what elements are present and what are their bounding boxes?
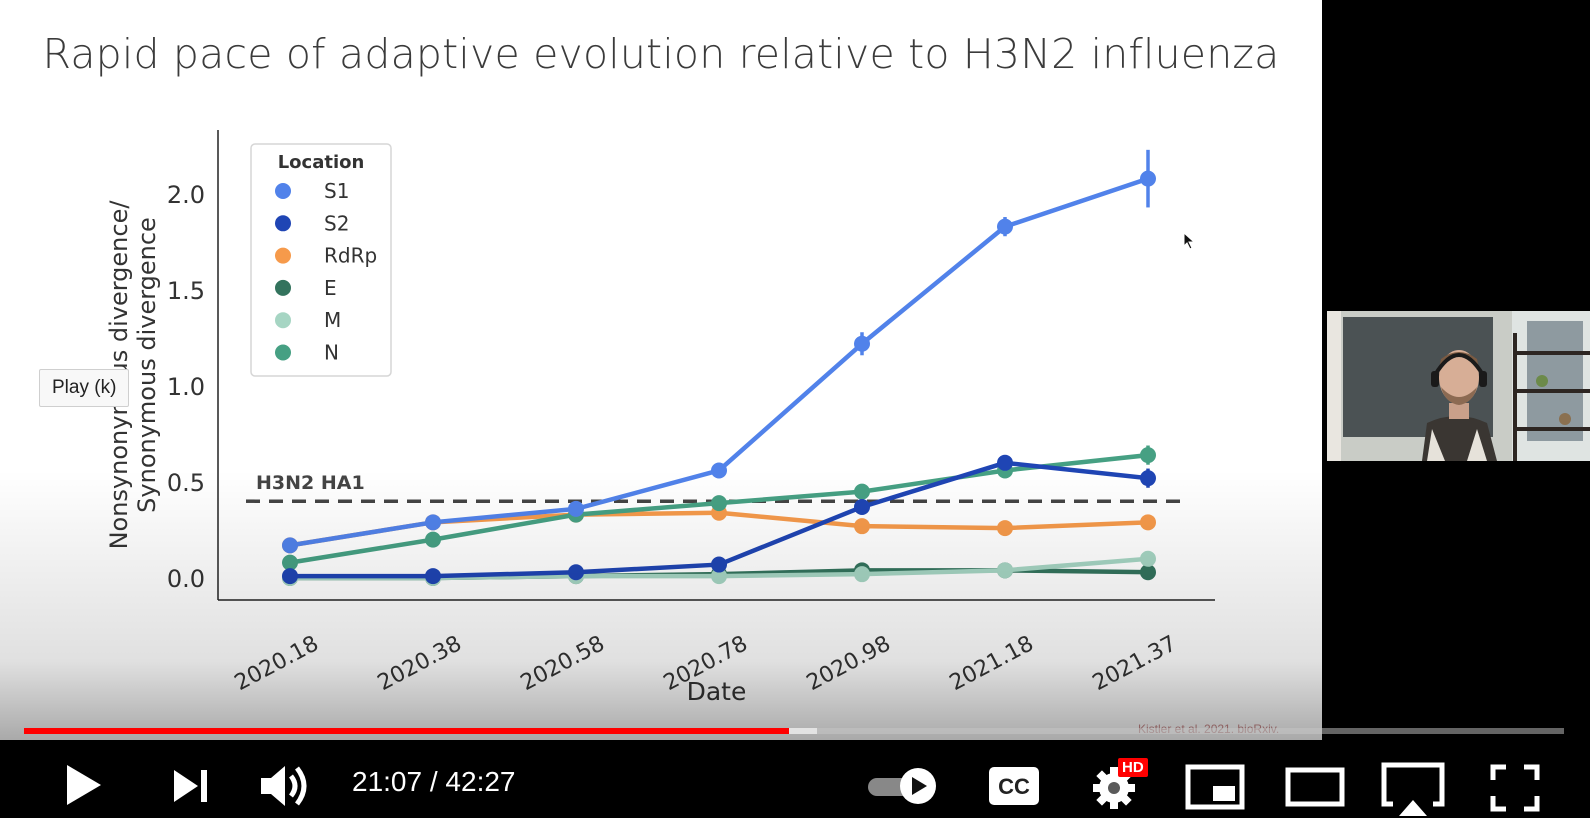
current-time: 21:07 bbox=[352, 766, 423, 797]
data-point bbox=[425, 568, 441, 585]
data-point bbox=[997, 454, 1013, 471]
data-point bbox=[711, 495, 727, 512]
mouse-cursor-icon bbox=[1183, 232, 1196, 250]
time-display: 21:07 / 42:27 bbox=[352, 766, 516, 798]
reference-line-label: H3N2 HA1 bbox=[256, 472, 365, 494]
y-tick-label: 0.5 bbox=[167, 469, 205, 497]
svg-text:CC: CC bbox=[998, 774, 1030, 799]
presenter-webcam-image bbox=[1327, 311, 1590, 461]
data-point bbox=[1140, 170, 1156, 187]
data-point bbox=[997, 520, 1013, 537]
time-separator: / bbox=[429, 766, 438, 797]
data-point bbox=[568, 500, 584, 517]
data-point bbox=[711, 556, 727, 573]
data-point bbox=[854, 518, 870, 535]
slide-title: Rapid pace of adaptive evolution relativ… bbox=[42, 30, 1280, 78]
legend-marker-e bbox=[275, 279, 291, 296]
legend-label-s1: S1 bbox=[324, 179, 349, 203]
x-tick-label: 2020.38 bbox=[374, 631, 466, 696]
settings-button[interactable]: HD bbox=[1090, 758, 1152, 814]
gear-icon bbox=[1093, 767, 1135, 809]
data-point bbox=[854, 566, 870, 583]
series-s1 bbox=[282, 149, 1156, 554]
legend-label-rdrp: RdRp bbox=[324, 244, 377, 268]
legend-marker-n bbox=[275, 344, 291, 361]
legend-marker-s1 bbox=[275, 183, 291, 199]
miniplayer-button[interactable] bbox=[1184, 762, 1246, 812]
x-tick-label: 2020.58 bbox=[517, 631, 609, 696]
cc-icon: CC bbox=[989, 767, 1039, 805]
data-point bbox=[1140, 550, 1156, 567]
series-line bbox=[289, 176, 1149, 548]
x-tick-label: 2020.18 bbox=[231, 631, 323, 696]
duration: 42:27 bbox=[445, 766, 516, 797]
x-tick-label: 2020.98 bbox=[803, 631, 895, 696]
series-group bbox=[282, 149, 1156, 586]
legend-label-s2: S2 bbox=[324, 211, 349, 235]
data-point bbox=[711, 462, 727, 479]
fullscreen-icon bbox=[1490, 764, 1540, 812]
mute-button[interactable] bbox=[258, 760, 316, 812]
volume-icon bbox=[261, 766, 307, 806]
data-point bbox=[854, 498, 870, 515]
y-axis-label: Synonymous divergence bbox=[133, 217, 161, 513]
data-point bbox=[1140, 514, 1156, 531]
play-tooltip: Play (k) bbox=[39, 369, 130, 407]
data-point bbox=[425, 531, 441, 548]
theater-icon bbox=[1285, 767, 1345, 807]
x-tick-label: 2021.37 bbox=[1089, 631, 1181, 696]
data-point bbox=[1140, 447, 1156, 464]
data-point bbox=[997, 218, 1013, 235]
autoplay-toggle[interactable] bbox=[866, 766, 940, 806]
line-chart: 0.0 0.5 1.0 1.5 2.0 2020.18 2020.38 2020.58 2020… bbox=[105, 130, 1215, 706]
hd-badge: HD bbox=[1118, 758, 1148, 777]
miniplayer-icon bbox=[1185, 764, 1245, 810]
next-button[interactable] bbox=[168, 763, 214, 809]
legend-label-m: M bbox=[324, 308, 341, 332]
play-icon bbox=[67, 765, 101, 805]
x-axis-label: Date bbox=[687, 677, 747, 706]
legend-marker-m bbox=[275, 312, 291, 329]
play-button[interactable] bbox=[58, 760, 108, 810]
legend-title: Location bbox=[278, 152, 365, 173]
data-point bbox=[997, 562, 1013, 579]
legend-marker-rdrp bbox=[275, 247, 291, 264]
legend-marker-s2 bbox=[275, 215, 291, 232]
theater-mode-button[interactable] bbox=[1284, 764, 1346, 810]
data-point bbox=[425, 514, 441, 531]
webcam-video bbox=[1327, 311, 1590, 461]
data-point bbox=[854, 335, 870, 352]
chart-legend: Location S1 S2 RdRp EMN bbox=[250, 143, 392, 377]
autoplay-toggle-icon bbox=[868, 768, 936, 804]
y-tick-label: 1.0 bbox=[167, 373, 205, 401]
progress-played bbox=[24, 728, 789, 734]
legend-label-e: E bbox=[324, 276, 337, 300]
y-tick-label: 0.0 bbox=[167, 565, 205, 593]
next-icon bbox=[174, 770, 207, 802]
captions-button[interactable]: CC bbox=[986, 762, 1042, 810]
data-point bbox=[282, 568, 298, 585]
data-point bbox=[1140, 470, 1156, 487]
legend-label-n: N bbox=[324, 341, 339, 365]
data-point bbox=[854, 483, 870, 500]
series-rdrp bbox=[282, 504, 1156, 554]
cast-button[interactable] bbox=[1380, 762, 1446, 818]
fullscreen-button[interactable] bbox=[1488, 762, 1542, 814]
cast-icon bbox=[1381, 762, 1445, 816]
y-tick-label: 2.0 bbox=[167, 181, 205, 209]
video-frame[interactable]: Rapid pace of adaptive evolution relativ… bbox=[0, 0, 1322, 740]
progress-bar[interactable] bbox=[24, 728, 1564, 734]
y-tick-label: 1.5 bbox=[167, 277, 205, 305]
data-point bbox=[568, 564, 584, 581]
x-tick-label: 2021.18 bbox=[946, 631, 1038, 696]
data-point bbox=[282, 537, 298, 554]
